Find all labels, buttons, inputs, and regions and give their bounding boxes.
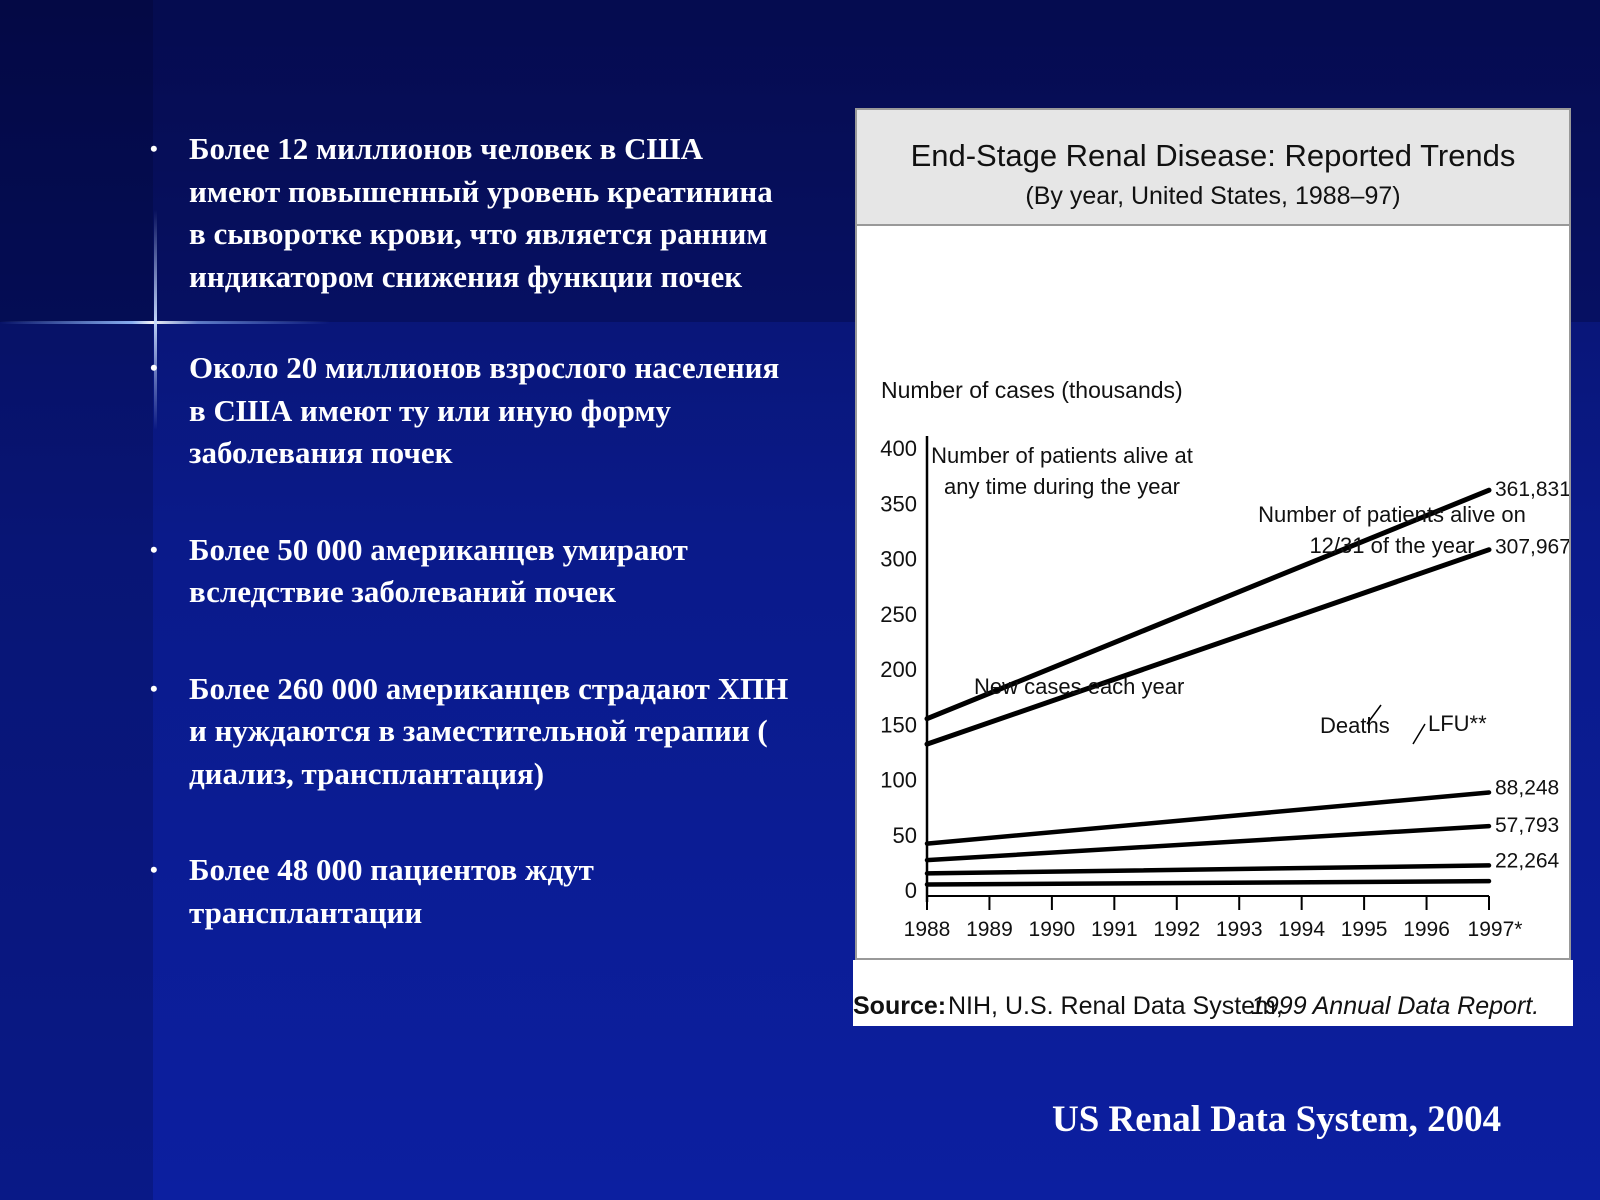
x-tick-label: 1990 bbox=[1029, 918, 1076, 941]
source-text: NIH, U.S. Renal Data System, bbox=[948, 992, 1283, 1020]
series-annotation: Deaths bbox=[1320, 713, 1390, 738]
series-end-value-label: 88,248 bbox=[1495, 776, 1559, 799]
slide-caption: US Renal Data System, 2004 bbox=[1052, 1099, 1502, 1140]
series-annotation: 12/31 of the year bbox=[1309, 533, 1474, 558]
series-end-value-label: 361,831 bbox=[1495, 478, 1569, 501]
x-tick-label: 1992 bbox=[1153, 918, 1200, 941]
bullet-text: Более 12 миллионов человек в США имеют п… bbox=[189, 131, 773, 294]
series-end-value-label: 307,967 bbox=[1495, 536, 1569, 559]
y-tick-label: 100 bbox=[880, 768, 917, 793]
background-left-band bbox=[0, 0, 153, 1200]
bullet-icon: • bbox=[150, 355, 158, 380]
chart-title: End-Stage Renal Disease: Reported Trends bbox=[910, 138, 1516, 173]
bullet-list: • Более 12 миллионов человек в США имеют … bbox=[150, 128, 790, 934]
footnote: *Preliminary bbox=[909, 954, 1028, 958]
bullet-text: Более 48 000 пациентов ждут трансплантац… bbox=[189, 852, 594, 930]
x-tick-label: 1988 bbox=[904, 918, 951, 941]
chart-header: End-Stage Renal Disease: Reported Trends… bbox=[857, 110, 1569, 226]
series-end-value-label: 57,793 bbox=[1495, 814, 1559, 837]
bullet-item: • Более 50 000 американцев умирают вследс… bbox=[150, 529, 790, 614]
y-tick-label: 200 bbox=[880, 657, 917, 682]
y-tick-label: 150 bbox=[880, 712, 917, 737]
bullet-icon: • bbox=[150, 857, 158, 882]
series-line bbox=[924, 790, 1492, 846]
annotation-leader bbox=[1366, 704, 1382, 725]
bullet-item: • Более 260 000 американцев страдают ХПН … bbox=[150, 668, 790, 796]
bullet-icon: • bbox=[150, 536, 158, 562]
series-annotation: Number of patients alive on bbox=[1258, 502, 1526, 527]
y-axis-label: Number of cases (thousands) bbox=[881, 377, 1183, 403]
y-tick-label: 250 bbox=[880, 602, 917, 627]
bullet-text: Около 20 миллионов взрослого населения в… bbox=[189, 350, 780, 470]
chart-subtitle: (By year, United States, 1988–97) bbox=[1025, 182, 1401, 210]
bullet-icon: • bbox=[150, 136, 158, 161]
series-annotation: any time during the year bbox=[944, 474, 1180, 499]
source-bar: Source: NIH, U.S. Renal Data System, 199… bbox=[853, 960, 1573, 1026]
annotation-leader bbox=[1412, 723, 1426, 745]
bullet-icon: • bbox=[150, 675, 158, 701]
x-tick-label: 1991 bbox=[1091, 918, 1138, 941]
y-tick-label: 0 bbox=[905, 878, 917, 903]
series-line bbox=[924, 878, 1492, 887]
series-line bbox=[924, 547, 1492, 747]
y-tick-label: 400 bbox=[880, 436, 917, 461]
chart-panel: End-Stage Renal Disease: Reported Trends… bbox=[855, 108, 1571, 960]
series-line bbox=[924, 487, 1492, 722]
bullet-text: Более 50 000 американцев умирают вследст… bbox=[189, 531, 688, 610]
x-tick-label: 1995 bbox=[1341, 918, 1388, 941]
bullet-item: • Более 48 000 пациентов ждут транспланта… bbox=[150, 849, 790, 934]
line-chart: Number of cases (thousands) 0 50 100 150 200 2… bbox=[880, 377, 1569, 958]
source-report-title: 1999 Annual Data Report. bbox=[1251, 992, 1540, 1020]
x-tick-label: 1994 bbox=[1278, 918, 1325, 941]
y-tick-label: 300 bbox=[880, 547, 917, 572]
series-end-value-label: 22,264 bbox=[1495, 849, 1560, 872]
bullet-item: • Более 12 миллионов человек в США имеют … bbox=[150, 128, 790, 298]
y-tick-label: 350 bbox=[880, 491, 917, 516]
series-annotation: LFU** bbox=[1428, 711, 1487, 736]
y-tick-label: 50 bbox=[893, 823, 917, 848]
x-tick-label: 1989 bbox=[966, 918, 1013, 941]
source-label: Source: bbox=[853, 992, 947, 1020]
bullet-text: Более 260 000 американцев страдают ХПН и… bbox=[189, 670, 789, 791]
series-line bbox=[924, 863, 1492, 876]
series-line bbox=[924, 823, 1492, 863]
x-tick-label: 1997* bbox=[1468, 918, 1523, 941]
light-flare-vertical bbox=[154, 210, 157, 430]
light-flare-horizontal bbox=[0, 321, 330, 324]
series-annotation: Number of patients alive at bbox=[931, 443, 1193, 468]
x-tick-label: 1993 bbox=[1216, 918, 1263, 941]
x-tick-label: 1996 bbox=[1403, 918, 1450, 941]
series-annotation: New cases each year bbox=[974, 674, 1184, 699]
bullet-item: • Около 20 миллионов взрослого населения … bbox=[150, 347, 790, 475]
